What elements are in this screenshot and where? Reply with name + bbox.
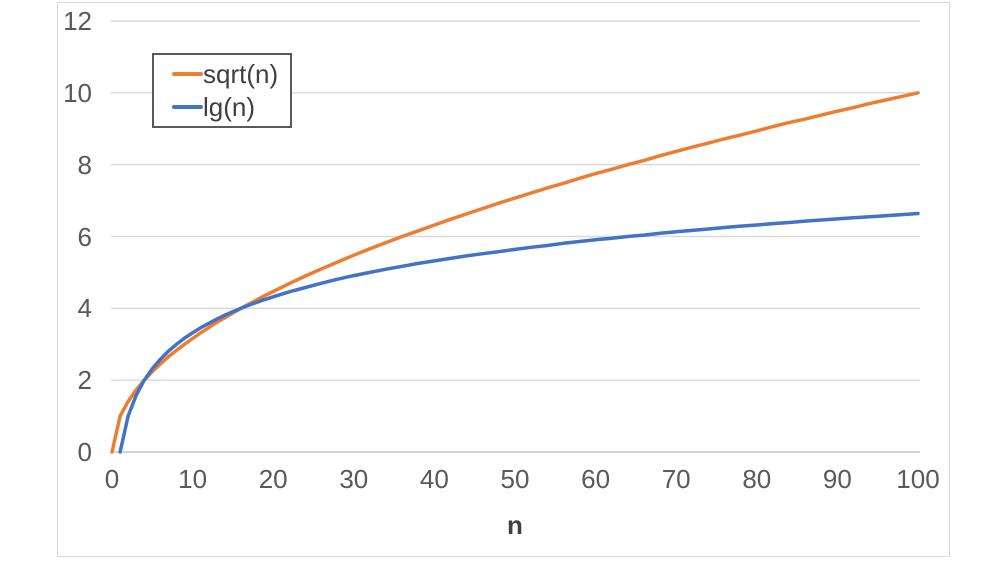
x-tick-label: 30 [339, 464, 369, 494]
legend-label-sqrt: sqrt(n) [203, 58, 279, 89]
x-tick-label: 70 [661, 464, 691, 494]
x-tick-label: 60 [581, 464, 611, 494]
y-tick-label: 6 [77, 221, 92, 252]
legend-item-sqrt: sqrt(n) [172, 58, 290, 89]
y-tick-label: 8 [77, 149, 92, 180]
x-tick-label: 90 [822, 464, 852, 494]
x-tick-label: 100 [896, 464, 940, 494]
sqrt-line-swatch [172, 71, 203, 76]
y-tick-label: 4 [77, 293, 92, 324]
x-tick-label: 10 [178, 464, 208, 494]
legend-label-lg: lg(n) [203, 91, 256, 122]
x-tick-label: 20 [258, 464, 288, 494]
y-tick-label: 12 [63, 6, 92, 36]
y-tick-label: 10 [63, 77, 92, 108]
y-tick-label: 2 [77, 365, 92, 396]
x-tick-label: 40 [419, 464, 449, 494]
series-line-lgn [118, 211, 920, 454]
x-tick-label: 50 [500, 464, 530, 494]
x-tick-label: 80 [742, 464, 772, 494]
x-tick-label: 0 [104, 464, 120, 494]
x-axis-title: n [507, 510, 523, 540]
legend: sqrt(n) lg(n) [152, 53, 292, 128]
y-tick-label: 0 [77, 437, 92, 467]
lg-line-swatch [172, 105, 203, 110]
legend-item-lg: lg(n) [172, 93, 290, 122]
series-line-sqrtn [110, 91, 920, 454]
